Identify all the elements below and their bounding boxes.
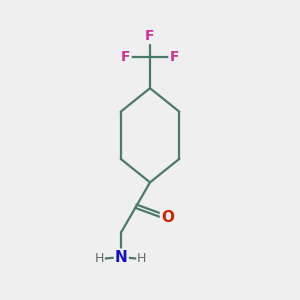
Text: F: F — [145, 29, 155, 43]
Text: N: N — [115, 250, 128, 265]
Text: H: H — [94, 252, 104, 265]
Text: H: H — [137, 252, 147, 265]
Text: O: O — [161, 210, 174, 225]
Text: F: F — [169, 50, 179, 64]
Text: F: F — [121, 50, 130, 64]
